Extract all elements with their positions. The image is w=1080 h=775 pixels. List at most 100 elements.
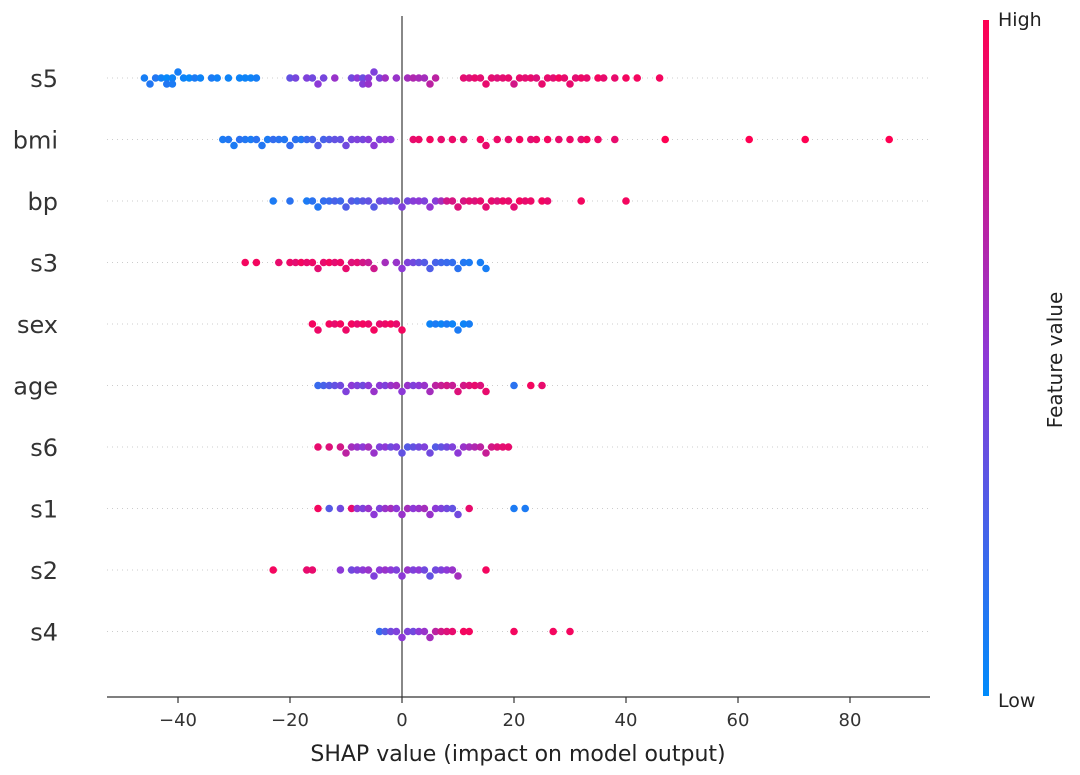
point-s2-8	[370, 572, 378, 580]
point-bmi-23	[347, 135, 356, 144]
point-s3-6	[303, 258, 311, 267]
point-age-33	[538, 381, 546, 390]
point-s3-28	[437, 258, 446, 267]
point-s1-13	[403, 504, 412, 513]
x-tick-label-0: 0	[396, 710, 407, 731]
point-s6-6	[359, 443, 367, 451]
point-age-11	[375, 381, 384, 390]
point-age-8	[359, 381, 367, 390]
point-s5-38	[409, 74, 418, 82]
point-s3-0	[241, 258, 249, 267]
x-tick-label-20: 20	[503, 710, 526, 731]
point-s4-17	[549, 627, 557, 636]
point-sex-20	[448, 320, 457, 328]
point-s6-17	[420, 443, 429, 451]
point-s6-10	[381, 443, 390, 451]
colorbar: High Low Feature value	[983, 9, 1067, 712]
colorbar-high-label: High	[998, 9, 1042, 31]
point-sex-5	[342, 326, 350, 334]
point-sex-7	[353, 320, 362, 328]
point-sex-23	[465, 320, 474, 328]
point-s4-4	[398, 633, 406, 642]
point-age-1	[319, 381, 328, 390]
point-bp-14	[370, 203, 378, 211]
point-age-9	[364, 381, 373, 390]
point-bp-34	[482, 203, 490, 211]
point-s5-65	[583, 74, 591, 82]
point-s3-18	[370, 264, 378, 273]
point-s5-46	[476, 74, 485, 82]
point-s6-24	[459, 443, 468, 451]
point-s3-25	[420, 258, 429, 267]
x-tick-label-40: 40	[615, 710, 638, 731]
point-s3-11	[331, 258, 339, 267]
point-bp-41	[521, 197, 529, 205]
point-s5-16	[235, 74, 244, 82]
point-s5-20	[286, 74, 294, 82]
point-s5-57	[538, 80, 546, 88]
point-bmi-30	[387, 135, 395, 144]
point-s1-7	[370, 510, 378, 519]
point-age-22	[437, 381, 446, 390]
colorbar-gradient	[983, 20, 989, 696]
point-s5-1	[146, 80, 154, 88]
point-bmi-25	[359, 135, 367, 144]
point-sex-4	[336, 320, 345, 328]
point-bmi-50	[611, 135, 619, 144]
point-s5-47	[482, 80, 490, 88]
point-s5-56	[532, 74, 541, 82]
point-s6-18	[426, 449, 434, 457]
point-sex-18	[437, 320, 446, 328]
point-s2-24	[482, 566, 490, 574]
point-sex-3	[331, 320, 339, 328]
point-bp-36	[493, 197, 502, 205]
point-s5-63	[571, 74, 580, 82]
point-s4-0	[375, 627, 384, 636]
point-s3-3	[286, 258, 294, 267]
point-age-7	[353, 381, 362, 390]
point-s1-22	[454, 510, 462, 519]
point-bmi-32	[415, 135, 423, 144]
point-s5-26	[331, 74, 339, 82]
point-age-2	[325, 381, 334, 390]
point-s6-21	[443, 443, 451, 451]
point-sex-14	[392, 320, 401, 328]
point-bp-38	[504, 197, 513, 205]
point-s6-32	[504, 443, 513, 451]
point-bp-45	[577, 197, 585, 205]
point-s3-17	[364, 258, 373, 267]
point-bmi-44	[543, 135, 552, 144]
point-age-29	[476, 381, 485, 390]
point-bp-17	[387, 197, 395, 205]
point-bmi-42	[527, 135, 535, 144]
point-bmi-34	[437, 135, 446, 144]
point-s2-12	[392, 566, 401, 574]
point-bmi-22	[342, 141, 350, 150]
point-s3-30	[448, 258, 457, 267]
point-bmi-37	[476, 135, 485, 144]
feature-label-s3: s3	[30, 250, 58, 278]
colorbar-low-label: Low	[998, 690, 1035, 712]
point-age-18	[415, 381, 423, 390]
point-sex-15	[398, 326, 406, 334]
point-s5-10	[185, 74, 193, 82]
point-s5-64	[577, 74, 585, 82]
point-s5-18	[247, 74, 255, 82]
point-bp-28	[448, 197, 457, 205]
feature-label-bp: bp	[28, 188, 58, 216]
point-s1-21	[448, 504, 457, 513]
point-s1-16	[420, 504, 429, 513]
point-bp-44	[543, 197, 552, 205]
point-bmi-7	[258, 141, 266, 150]
point-s5-48	[487, 74, 496, 82]
point-s3-33	[465, 258, 474, 267]
point-bmi-52	[745, 135, 753, 144]
point-s2-7	[364, 566, 373, 574]
point-s5-8	[174, 68, 182, 76]
point-age-23	[443, 381, 451, 390]
point-s1-3	[347, 504, 356, 513]
point-bmi-18	[319, 135, 328, 144]
point-s4-1	[381, 627, 390, 636]
x-tick-label--40: −40	[159, 710, 197, 731]
